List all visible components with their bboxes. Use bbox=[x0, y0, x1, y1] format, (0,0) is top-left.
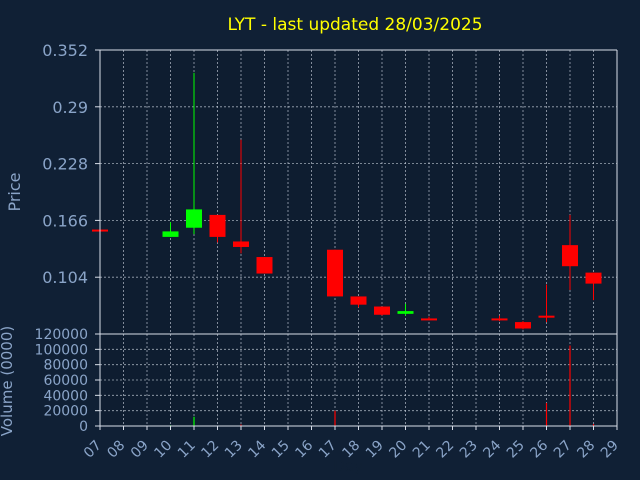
price-axis-label: Price bbox=[5, 172, 24, 211]
volume-tick-label: 80000 bbox=[43, 358, 88, 374]
volume-tick-label: 0 bbox=[79, 419, 88, 435]
candle-body bbox=[585, 272, 602, 284]
volume-axis-label: Volume (0000) bbox=[0, 326, 16, 436]
price-tick-label: 0.104 bbox=[42, 268, 88, 287]
grid-lines bbox=[99, 49, 618, 427]
candle-body bbox=[209, 214, 226, 237]
price-tick-label: 0.166 bbox=[42, 211, 88, 230]
x-axis-label: Day bbox=[333, 457, 363, 475]
volume-tick-label: 40000 bbox=[43, 388, 88, 404]
candle-body bbox=[562, 245, 578, 267]
volume-tick-label: 120000 bbox=[35, 327, 88, 343]
price-tick-label: 0.29 bbox=[52, 98, 88, 117]
price-tick-label: 0.228 bbox=[42, 155, 88, 174]
candle-body bbox=[162, 231, 179, 237]
candle-body bbox=[421, 318, 437, 321]
candle-body bbox=[327, 249, 343, 297]
chart-title: LYT - last updated 28/03/2025 bbox=[227, 15, 482, 35]
candle-body bbox=[397, 311, 414, 314]
candle-body bbox=[350, 296, 367, 305]
volume-tick-label: 100000 bbox=[35, 342, 88, 358]
candle-body bbox=[491, 318, 508, 321]
volume-tick-label: 20000 bbox=[43, 404, 88, 420]
candle-body bbox=[515, 322, 531, 329]
volume-tick-label: 60000 bbox=[43, 373, 88, 389]
price-tick-label: 0.352 bbox=[42, 41, 88, 60]
candle-body bbox=[538, 315, 555, 318]
candle-body bbox=[186, 209, 202, 228]
candle-body bbox=[374, 306, 390, 315]
candle-body bbox=[233, 241, 249, 247]
axes bbox=[95, 49, 618, 430]
price-candles bbox=[92, 72, 602, 330]
candle-body bbox=[256, 257, 273, 274]
